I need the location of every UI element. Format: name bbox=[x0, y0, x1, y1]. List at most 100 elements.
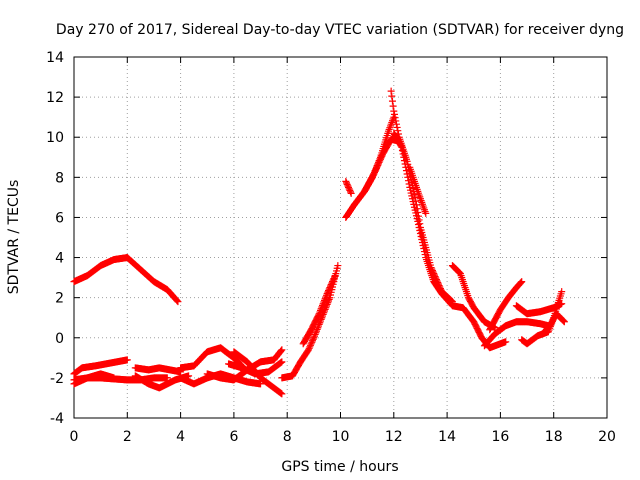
data-point bbox=[325, 285, 333, 293]
data-point bbox=[558, 288, 566, 296]
data-point bbox=[174, 298, 182, 306]
data-point bbox=[368, 173, 376, 181]
series-arc-u bbox=[480, 318, 552, 350]
data-point bbox=[278, 358, 286, 366]
data-point bbox=[277, 347, 285, 355]
data-point bbox=[374, 160, 382, 168]
tick-marks bbox=[73, 56, 608, 419]
y-tick-label: 12 bbox=[46, 90, 64, 106]
data-point bbox=[518, 278, 526, 286]
data-point bbox=[370, 168, 378, 176]
data-point bbox=[310, 334, 318, 342]
data-series bbox=[70, 87, 568, 398]
series-arc-d bbox=[70, 370, 118, 388]
x-tick-label: 2 bbox=[123, 429, 132, 445]
y-tick-label: -2 bbox=[50, 371, 64, 387]
data-point bbox=[331, 272, 339, 280]
data-point bbox=[324, 288, 332, 296]
data-point bbox=[421, 251, 429, 259]
data-point bbox=[316, 308, 324, 316]
data-point bbox=[405, 180, 413, 188]
data-point bbox=[402, 167, 410, 175]
data-point bbox=[307, 341, 315, 349]
data-point bbox=[397, 142, 405, 150]
data-point bbox=[325, 287, 333, 295]
grid-lines bbox=[74, 57, 607, 418]
data-point bbox=[314, 324, 322, 332]
x-axis-label: GPS time / hours bbox=[281, 459, 398, 475]
data-point bbox=[343, 180, 351, 188]
data-point bbox=[415, 223, 423, 231]
data-point bbox=[390, 107, 398, 115]
data-point bbox=[502, 338, 510, 346]
data-point bbox=[346, 186, 354, 194]
data-point bbox=[319, 300, 327, 308]
data-point bbox=[376, 155, 384, 163]
data-point bbox=[403, 170, 411, 178]
data-point bbox=[401, 160, 409, 168]
data-point bbox=[414, 220, 422, 228]
data-point bbox=[394, 127, 402, 135]
x-tick-label: 4 bbox=[176, 429, 185, 445]
data-point bbox=[516, 279, 524, 287]
data-point bbox=[388, 97, 396, 105]
data-point bbox=[389, 102, 397, 110]
series-arc-y bbox=[539, 310, 568, 338]
series-arc-w bbox=[512, 300, 566, 318]
data-point bbox=[315, 310, 323, 318]
series-arc-g bbox=[177, 344, 246, 372]
y-tick-label: 4 bbox=[55, 251, 64, 267]
data-point bbox=[305, 344, 313, 352]
y-tick-label: 14 bbox=[46, 50, 64, 66]
data-point bbox=[371, 167, 379, 175]
data-point bbox=[517, 278, 525, 286]
data-point bbox=[317, 317, 325, 325]
data-point bbox=[342, 177, 350, 185]
data-point bbox=[334, 262, 342, 270]
data-point bbox=[559, 316, 567, 324]
data-point bbox=[388, 92, 396, 100]
data-point bbox=[307, 340, 315, 348]
data-point bbox=[110, 374, 118, 382]
data-point bbox=[311, 332, 319, 340]
data-point bbox=[393, 123, 401, 131]
y-tick-label: 8 bbox=[55, 170, 64, 186]
x-tick-labels: 0 2 4 6 8 10 12 14 16 18 20 bbox=[70, 429, 616, 445]
data-point bbox=[329, 278, 337, 286]
data-point bbox=[321, 296, 329, 304]
data-point bbox=[323, 291, 331, 299]
data-point bbox=[387, 87, 395, 95]
data-point bbox=[342, 179, 350, 187]
data-point bbox=[375, 157, 383, 165]
y-tick-label: 10 bbox=[46, 130, 64, 146]
data-point bbox=[309, 337, 317, 345]
data-point bbox=[278, 390, 286, 398]
data-point bbox=[417, 232, 425, 240]
data-point bbox=[321, 295, 329, 303]
data-point bbox=[390, 110, 398, 118]
data-point bbox=[400, 153, 408, 161]
data-point bbox=[422, 209, 430, 217]
data-point bbox=[317, 305, 325, 313]
data-point bbox=[372, 163, 380, 171]
y-tick-label: 0 bbox=[55, 331, 64, 347]
data-point bbox=[416, 229, 424, 237]
data-point bbox=[311, 330, 319, 338]
data-point bbox=[331, 273, 339, 281]
x-tick-label: 12 bbox=[385, 429, 403, 445]
data-point bbox=[320, 298, 328, 306]
x-tick-label: 14 bbox=[438, 429, 456, 445]
data-point bbox=[404, 177, 412, 185]
data-point bbox=[305, 346, 313, 354]
data-point bbox=[328, 279, 336, 287]
data-point bbox=[318, 303, 326, 311]
x-tick-label: 8 bbox=[283, 429, 292, 445]
x-tick-label: 20 bbox=[598, 429, 616, 445]
data-point bbox=[418, 236, 426, 244]
data-point bbox=[173, 296, 181, 304]
data-point bbox=[322, 293, 330, 301]
data-point bbox=[123, 356, 131, 364]
series-arc-k bbox=[225, 358, 286, 378]
data-point bbox=[345, 185, 353, 193]
